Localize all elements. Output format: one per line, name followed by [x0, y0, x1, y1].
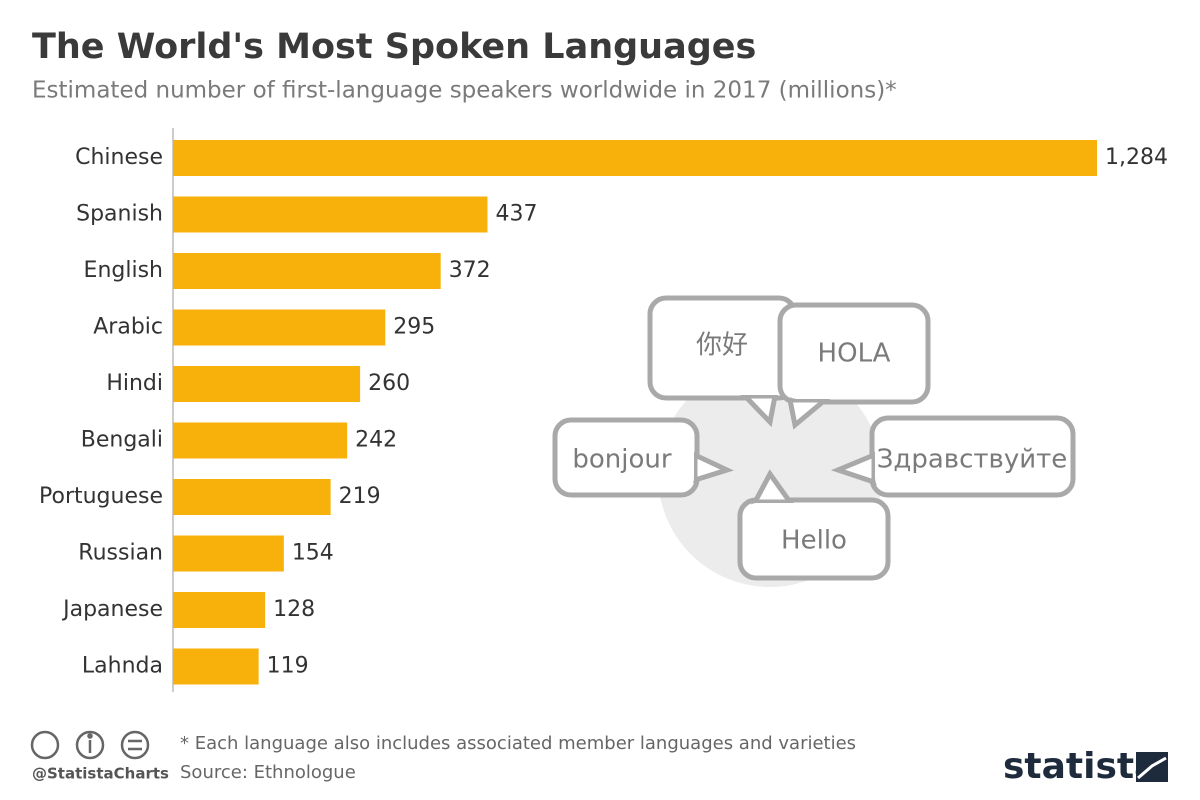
data-label: 242	[355, 428, 397, 453]
y-tick-label: Lahnda	[82, 654, 163, 679]
data-label: 260	[368, 371, 410, 396]
bar	[173, 648, 259, 685]
chart-subtitle: Estimated number of first-language speak…	[32, 78, 897, 104]
y-tick-label: Arabic	[93, 315, 163, 340]
bubble-text: HOLA	[818, 339, 891, 369]
y-tick-label: Bengali	[81, 428, 163, 453]
data-label: 1,284	[1105, 145, 1168, 170]
bubble-text: Hello	[781, 526, 847, 556]
footnote: * Each language also includes associated…	[180, 733, 856, 754]
data-label: 437	[495, 202, 537, 227]
bubble-text: 你好	[696, 331, 748, 361]
bubble: HOLA	[777, 302, 931, 430]
data-label: 128	[273, 597, 315, 622]
brand-logo: statista	[1003, 746, 1158, 787]
license-icons	[30, 730, 150, 760]
source: Source: Ethnologue	[180, 762, 356, 783]
y-tick-label: Russian	[78, 541, 163, 566]
speech-bubbles: 你好 HOLA bonjour Здравствуйте Hello	[552, 295, 1076, 587]
y-tick-label: Portuguese	[39, 484, 163, 509]
bar	[173, 309, 386, 346]
y-tick-label: English	[84, 258, 163, 283]
bar	[173, 140, 1097, 176]
brand-icon-mark	[1137, 756, 1167, 780]
y-tick-label: Spanish	[76, 202, 163, 227]
bubble-text: Здравствуйте	[877, 445, 1068, 475]
y-tick-label: Chinese	[75, 145, 163, 170]
bubble: Здравствуйте	[830, 415, 1076, 498]
data-label: 119	[267, 654, 309, 679]
data-label: 154	[292, 541, 334, 566]
bar	[173, 253, 441, 289]
bubble: 你好	[647, 295, 798, 428]
bar	[173, 196, 488, 233]
chart-title: The World's Most Spoken Languages	[32, 27, 756, 67]
bar	[173, 366, 361, 402]
bar	[173, 422, 348, 459]
bar	[173, 592, 266, 628]
bar	[173, 535, 284, 572]
y-tick-label: Hindi	[106, 371, 163, 396]
data-label: 219	[339, 484, 381, 509]
data-label: 295	[393, 315, 435, 340]
bubble: Hello	[737, 469, 891, 581]
credit: @StatistaCharts	[32, 765, 169, 783]
bubble-text: bonjour	[572, 445, 671, 475]
bar	[173, 479, 331, 515]
y-tick-label: Japanese	[61, 597, 163, 622]
data-label: 372	[449, 258, 491, 283]
bubble: bonjour	[552, 417, 734, 498]
